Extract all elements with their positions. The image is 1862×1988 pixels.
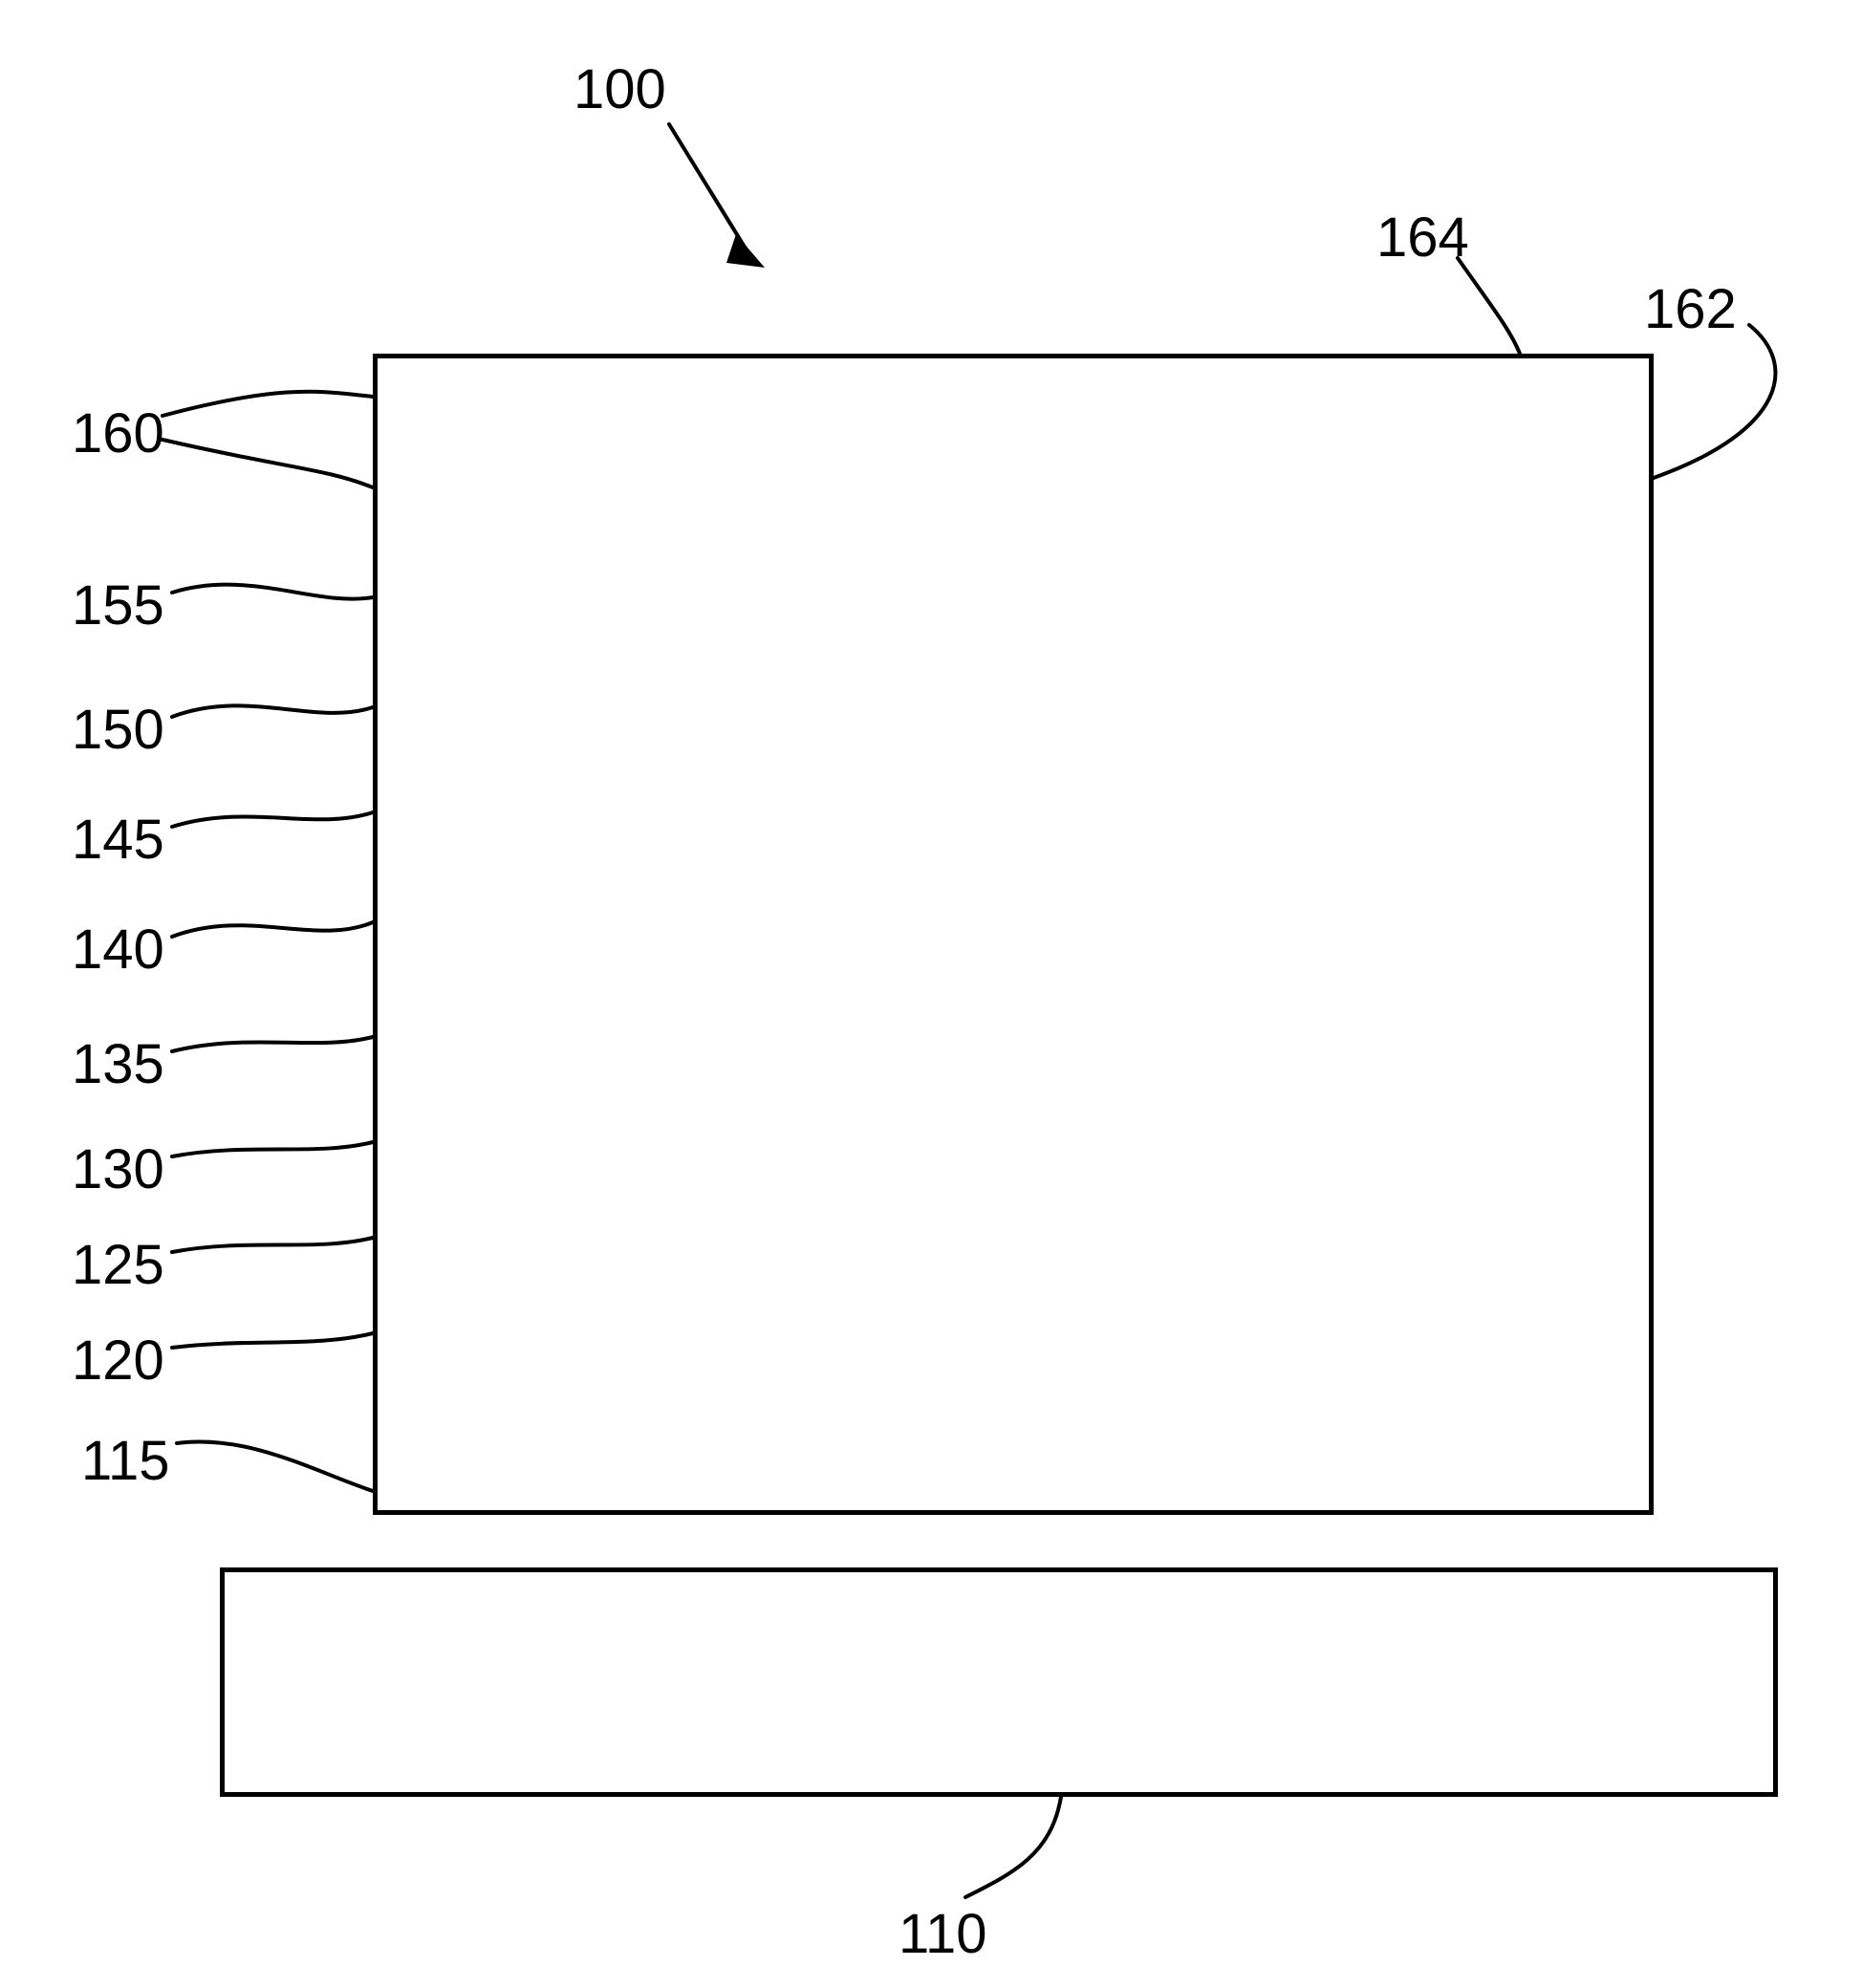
layer-ref-label-130: 130 bbox=[72, 1137, 164, 1201]
layer-ref-label-162: 162 bbox=[1644, 277, 1737, 341]
stack-layer-130 bbox=[373, 1147, 1654, 1242]
stack-layer-135 bbox=[373, 1047, 1654, 1152]
layer-ref-label-150: 150 bbox=[72, 698, 164, 762]
layer-ref-label-145: 145 bbox=[72, 808, 164, 872]
assembly-ref-label: 100 bbox=[574, 57, 666, 121]
stack-layer-155 bbox=[373, 636, 1654, 741]
stack-layer-160 bbox=[373, 526, 1654, 640]
layer-ref-label-160: 160 bbox=[72, 401, 164, 465]
layer-ref-label-135: 135 bbox=[72, 1032, 164, 1096]
substrate-layer bbox=[220, 1567, 1778, 1797]
layer-ref-label-115: 115 bbox=[81, 1429, 169, 1493]
layer-ref-label-155: 155 bbox=[72, 573, 164, 637]
stack-layer-150 bbox=[373, 736, 1654, 832]
stack-layer-164 bbox=[373, 354, 1654, 440]
layer-ref-label-164: 164 bbox=[1376, 205, 1469, 270]
substrate-ref-label: 110 bbox=[899, 1902, 986, 1966]
stack-layer-140 bbox=[373, 937, 1654, 1051]
stack-layer-145 bbox=[373, 827, 1654, 941]
layer-ref-label-140: 140 bbox=[72, 918, 164, 982]
layer-ref-label-125: 125 bbox=[72, 1233, 164, 1297]
stack-layer-115 bbox=[373, 1419, 1654, 1515]
stack-layer-162 bbox=[373, 435, 1654, 530]
stack-layer-125 bbox=[373, 1238, 1654, 1333]
figure-canvas: 100 110 160 155 150 145 140 135 130 125 120 115 1… bbox=[0, 0, 1862, 1988]
layer-ref-label-120: 120 bbox=[72, 1329, 164, 1393]
stack-layer-120 bbox=[373, 1329, 1654, 1424]
